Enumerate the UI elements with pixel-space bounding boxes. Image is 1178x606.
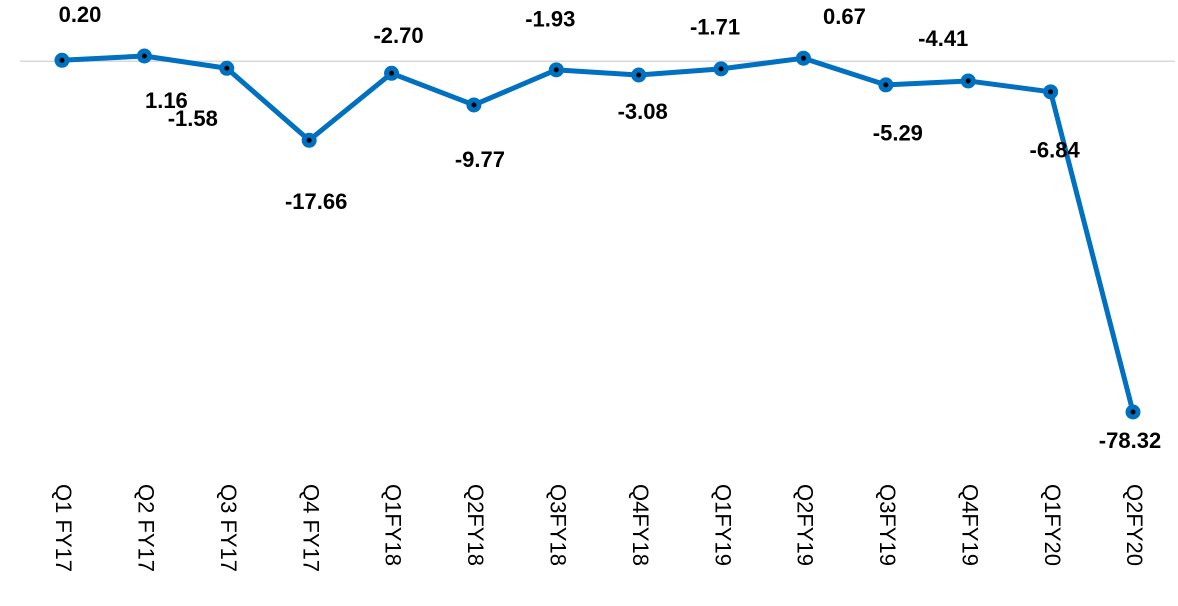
x-tick-label: Q3FY19 — [875, 484, 900, 566]
value-label: 0.20 — [59, 2, 102, 27]
x-tick-label: Q2FY19 — [793, 484, 818, 566]
value-label: 0.67 — [823, 4, 866, 29]
x-tick-label: Q4FY19 — [957, 484, 982, 566]
marker-dot — [883, 82, 889, 88]
value-label: -5.29 — [873, 121, 923, 146]
marker-dot — [718, 66, 724, 72]
marker-dot — [1048, 89, 1054, 95]
marker-dot — [389, 70, 395, 76]
x-tick-label: Q1FY18 — [381, 484, 406, 566]
value-label: -4.41 — [918, 26, 968, 51]
value-label: -1.58 — [168, 106, 218, 131]
marker-dot — [306, 137, 312, 143]
marker-dot — [800, 55, 806, 61]
value-label: -6.84 — [1030, 138, 1081, 163]
value-label: -9.77 — [455, 147, 505, 172]
x-tick-label: Q3FY18 — [545, 484, 570, 566]
value-label: -3.08 — [618, 99, 668, 124]
value-label: 1.16 — [145, 88, 188, 113]
x-tick-label: Q1FY19 — [710, 484, 735, 566]
marker-dot — [1130, 409, 1136, 415]
value-label: -1.93 — [525, 7, 575, 32]
value-label: -2.70 — [373, 23, 423, 48]
value-label: -17.66 — [285, 189, 347, 214]
x-tick-label: Q2FY18 — [463, 484, 488, 566]
x-tick-label: Q2FY20 — [1122, 484, 1147, 566]
series-line — [61, 53, 1136, 413]
marker-dot — [141, 53, 147, 59]
x-tick-label: Q2 FY17 — [134, 484, 159, 572]
x-tick-label: Q3 FY17 — [216, 484, 241, 572]
x-tick-label: Q1 FY17 — [51, 484, 76, 572]
value-label: -78.32 — [1099, 428, 1161, 453]
marker-dot — [965, 78, 971, 84]
x-tick-label: Q4 FY17 — [298, 484, 323, 572]
x-tick-label: Q4FY18 — [628, 484, 653, 566]
marker-dot — [59, 57, 65, 63]
marker-dot — [636, 72, 642, 78]
marker-dot — [471, 102, 477, 108]
marker-dot — [553, 67, 559, 73]
x-tick-label: Q1FY20 — [1040, 484, 1065, 566]
value-label: -1.71 — [690, 15, 740, 40]
marker-dot — [224, 65, 230, 71]
